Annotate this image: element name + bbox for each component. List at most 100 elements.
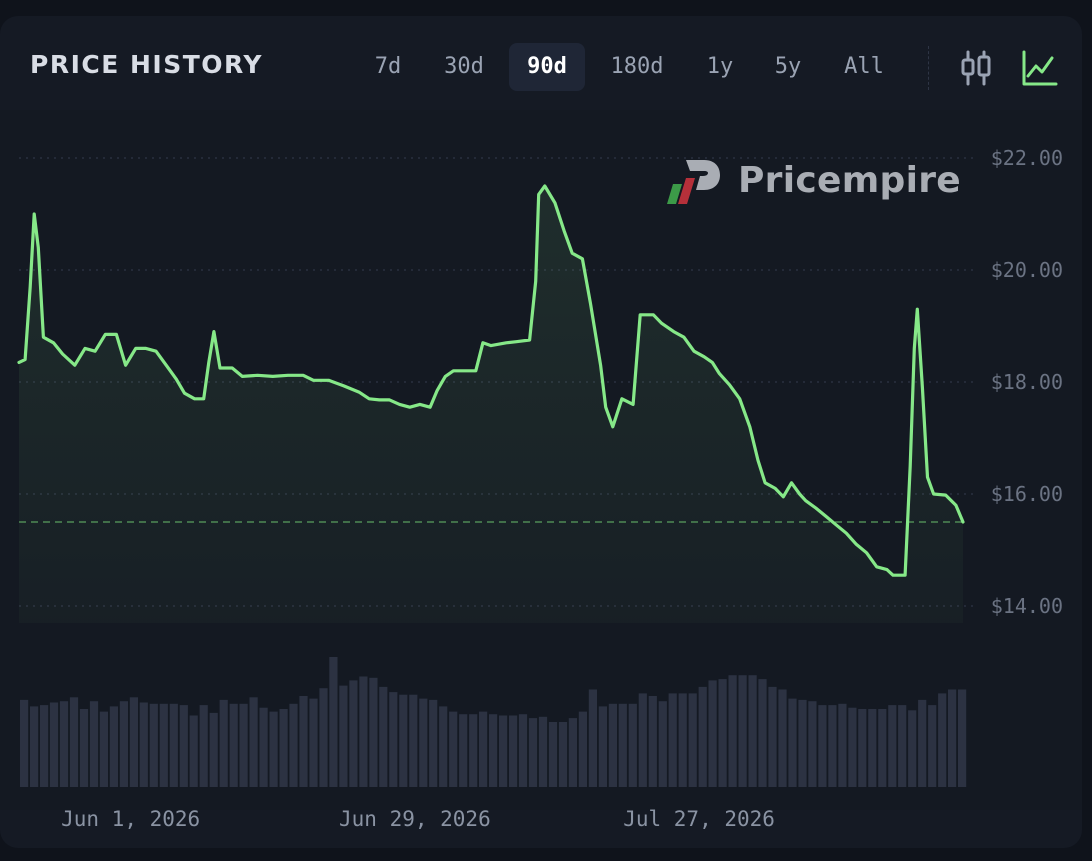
volume-bar: [389, 692, 398, 787]
volume-bar: [628, 703, 637, 787]
volume-bar: [658, 701, 667, 787]
brand-name: Pricempire: [738, 160, 962, 201]
price-line: [17, 184, 965, 577]
volume-bar: [249, 697, 258, 787]
volume-bar: [698, 686, 707, 787]
volume-bar: [948, 689, 957, 787]
volume-bar: [289, 703, 298, 787]
volume-bar: [40, 705, 49, 787]
volume-bar: [778, 689, 787, 787]
volume-bar: [269, 711, 278, 787]
price-chart[interactable]: $22.00 $20.00 $18.00 $16.00 $14.00 Jun 1, 202…: [0, 16, 1082, 848]
range-90d-button[interactable]: 90d: [509, 43, 585, 91]
volume-bar: [808, 701, 817, 787]
volume-bar: [139, 702, 148, 787]
volume-bar: [788, 698, 797, 787]
volume-bar: [738, 675, 747, 787]
volume-bar: [708, 680, 717, 787]
range-all-button[interactable]: All: [844, 54, 884, 79]
chart-area[interactable]: $22.00 $20.00 $18.00 $16.00 $14.00 Jun 1, 202…: [0, 16, 1082, 848]
volume-bar: [69, 697, 79, 787]
volume-bar: [359, 676, 368, 787]
volume-bar: [329, 657, 338, 787]
volume-bar: [299, 696, 308, 787]
volume-bar: [499, 715, 508, 787]
range-7d-button[interactable]: 7d: [374, 54, 402, 79]
volume-bar: [928, 705, 937, 787]
volume-bar: [528, 718, 538, 787]
pricempire-logo-icon: [667, 160, 720, 204]
price-history-card: PRICE HISTORY 7d 30d 90d 180d 1y 5y All: [0, 16, 1082, 848]
volume-bar: [429, 699, 438, 787]
volume-bar: [149, 703, 158, 787]
volume-bar: [209, 712, 218, 787]
volume-bar: [758, 679, 767, 787]
volume-bar: [349, 680, 358, 787]
volume-bar: [588, 689, 597, 787]
volume-bar: [159, 703, 168, 787]
volume-bar: [888, 705, 897, 787]
line-chart-icon[interactable]: [1018, 46, 1062, 90]
y-tick-label: $20.00: [991, 258, 1063, 282]
volume-bar: [868, 709, 877, 787]
volume-bar: [828, 705, 837, 787]
volume-bar: [598, 706, 607, 787]
volume-bar: [369, 677, 378, 787]
volume-bar: [229, 703, 238, 787]
volume-bar: [179, 705, 188, 787]
range-30d-button[interactable]: 30d: [444, 54, 484, 79]
volume-bar: [558, 722, 568, 787]
volume-bar: [858, 709, 867, 787]
range-5y-button[interactable]: 5y: [774, 54, 802, 79]
volume-bar: [199, 705, 208, 787]
volume-bar: [668, 693, 677, 787]
candlestick-icon[interactable]: [954, 46, 998, 90]
volume-bar: [688, 693, 697, 787]
volume-bar: [568, 718, 577, 787]
volume-bar: [509, 715, 518, 787]
volume-bar: [748, 675, 757, 787]
volume-bar: [459, 714, 468, 787]
volume-bar: [608, 703, 617, 787]
volume-bar: [419, 698, 428, 787]
volume-bar: [678, 693, 687, 787]
x-tick-label: Jun 29, 2026: [339, 807, 491, 831]
brand-watermark: Pricempire: [664, 154, 964, 210]
volume-bar: [239, 703, 248, 787]
card-header: PRICE HISTORY 7d 30d 90d 180d 1y 5y All: [0, 16, 1082, 120]
volume-bar: [578, 711, 587, 787]
volume-bar: [718, 679, 727, 787]
volume-bar: [439, 706, 448, 787]
volume-bar: [30, 706, 39, 787]
volume-bar: [908, 710, 917, 787]
volume-bar: [20, 699, 29, 787]
y-tick-label: $18.00: [991, 370, 1063, 394]
volume-bar: [259, 707, 268, 787]
volume-bar: [399, 694, 408, 787]
volume-bar: [109, 706, 118, 787]
volume-bar: [518, 714, 528, 787]
price-area: [19, 186, 963, 623]
volume-bar: [938, 693, 947, 787]
volume-bar: [309, 698, 318, 787]
range-180d-button[interactable]: 180d: [610, 54, 664, 79]
volume-bar: [768, 686, 777, 787]
volume-bar: [89, 701, 99, 787]
volume-bar: [548, 722, 558, 787]
volume-bar: [818, 705, 827, 787]
x-tick-label: Jun 1, 2026: [61, 807, 200, 831]
volume-bar: [898, 705, 907, 787]
volume-bar: [958, 689, 967, 787]
volume-bar: [119, 701, 128, 787]
volume-bar: [648, 696, 657, 787]
y-tick-label: $22.00: [991, 146, 1063, 170]
volume-bar: [279, 709, 288, 787]
volume-bar: [848, 707, 857, 787]
y-tick-label: $16.00: [991, 482, 1063, 506]
volume-bar: [379, 686, 388, 787]
volume-bar: [79, 709, 89, 787]
range-1y-button[interactable]: 1y: [706, 54, 734, 79]
volume-bar: [99, 711, 108, 787]
volume-bar: [479, 711, 488, 787]
volume-bar: [189, 715, 198, 787]
